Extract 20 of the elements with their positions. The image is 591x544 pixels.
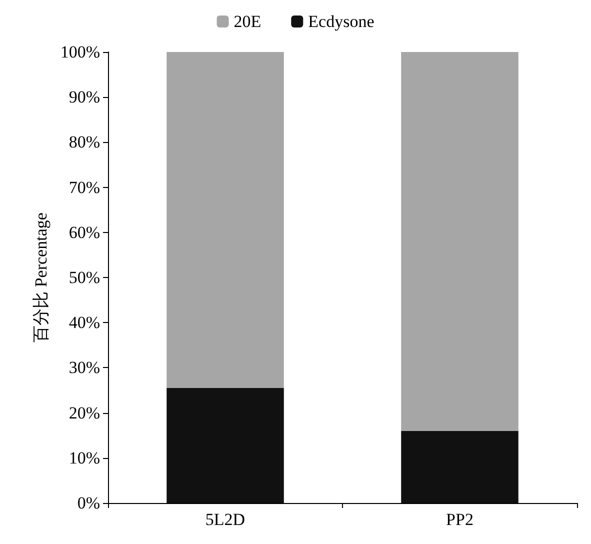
y-tick-label: 0%	[77, 494, 100, 512]
x-tick-label: PP2	[446, 510, 474, 529]
bar	[401, 430, 518, 503]
y-tick-label: 60%	[68, 222, 100, 242]
legend-label: Ecdysone	[308, 12, 374, 31]
y-tick-label: 100%	[60, 42, 100, 62]
bar	[401, 52, 518, 431]
y-tick-label: 40%	[68, 313, 100, 332]
bar	[166, 388, 284, 503]
y-tick-label: 80%	[68, 132, 100, 152]
x-tick-label: 5L2D	[205, 510, 246, 529]
legend-label: 20E	[234, 12, 262, 31]
bar	[166, 52, 284, 388]
y-tick-label: 70%	[68, 178, 100, 197]
y-tick-label: 30%	[68, 358, 100, 378]
y-tick-label: 10%	[68, 448, 100, 468]
y-tick-label: 90%	[68, 88, 100, 107]
y-tick-label: 20%	[68, 403, 100, 422]
y-tick-label: 50%	[68, 268, 100, 287]
y-axis-title: 百分比 Percentage	[31, 212, 50, 342]
